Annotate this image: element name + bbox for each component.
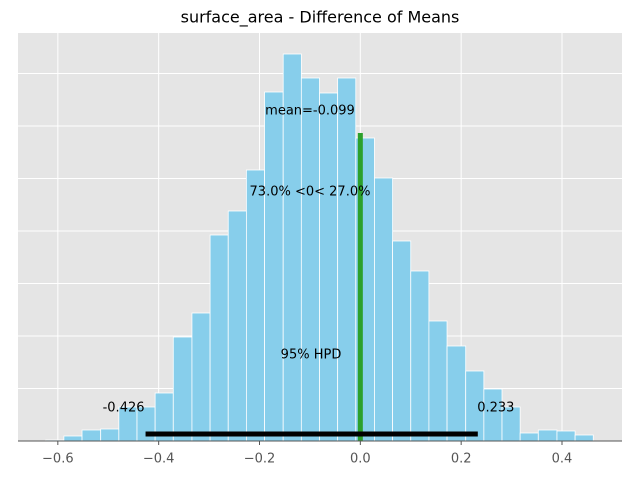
bar <box>63 435 83 442</box>
ref-label: 73.0% <0< 27.0% <box>250 185 371 200</box>
bar <box>574 434 594 442</box>
bar <box>428 320 448 442</box>
x-tick-label: 0.0 <box>350 452 371 467</box>
bar <box>519 432 539 442</box>
hpd-high-label: 0.233 <box>477 401 514 416</box>
x-tick-label: 0.2 <box>451 452 472 467</box>
bar <box>319 92 339 442</box>
hpd-label: 95% HPD <box>281 348 342 363</box>
bar <box>337 77 357 442</box>
bar <box>100 428 120 442</box>
hpd-low-label: -0.426 <box>103 401 145 416</box>
bar <box>191 312 211 442</box>
bar <box>264 91 284 442</box>
bar <box>537 429 558 442</box>
bar <box>209 234 229 442</box>
bar <box>446 345 467 442</box>
x-tick-label: −0.2 <box>244 452 276 467</box>
bar <box>227 210 247 442</box>
x-tick-label: −0.6 <box>42 452 74 467</box>
bar <box>556 430 576 442</box>
bar <box>374 177 394 442</box>
x-tick-label: 0.4 <box>552 452 573 467</box>
bar <box>81 429 102 442</box>
bar <box>300 77 320 442</box>
overlay <box>145 132 478 441</box>
chart-title: surface_area - Difference of Means <box>181 8 460 28</box>
bar <box>392 240 412 442</box>
bar <box>172 336 193 442</box>
bar <box>245 169 265 442</box>
x-tick-label: −0.4 <box>143 452 175 467</box>
bar <box>410 270 430 442</box>
mean-label: mean=-0.099 <box>265 104 355 119</box>
